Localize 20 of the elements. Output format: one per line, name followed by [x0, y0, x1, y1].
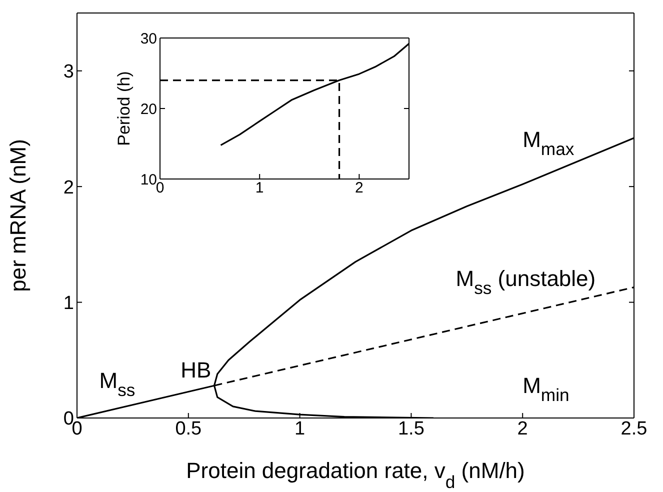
y-tick-label: 3	[63, 62, 74, 83]
y-tick-label: 1	[63, 293, 74, 314]
x-tick-label: 1.5	[398, 418, 424, 440]
annotation: M$_{ss}$	[99, 367, 136, 400]
x-tick-label: 2	[355, 180, 364, 197]
x-tick-label: 2	[517, 418, 528, 440]
x-axis-title: Protein degradation rate, v$_{d}$ (nM/h)	[186, 458, 525, 492]
annotation: HB	[180, 357, 212, 382]
y-tick-label: 30	[140, 30, 157, 48]
y-axis-title: per mRNA (nM)	[5, 139, 30, 292]
x-tick-label: 1	[255, 180, 264, 197]
annotation: M$_{ss}$ (unstable)	[456, 265, 596, 298]
x-tick-label: 1	[294, 418, 306, 440]
y-axis-title: Period (h)	[114, 71, 134, 146]
annotation: M$_{max}$	[522, 126, 574, 160]
x-tick-label: 2.5	[620, 418, 648, 440]
x-tick-label: 0.5	[175, 418, 202, 440]
y-tick-label: 20	[140, 100, 157, 118]
y-tick-label: 10	[140, 171, 157, 188]
annotation: M$_{min}$	[522, 372, 570, 406]
